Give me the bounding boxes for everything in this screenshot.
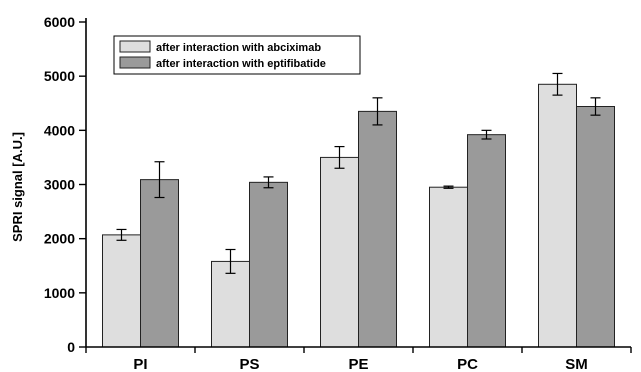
legend: after interaction with abciximab after in… (113, 35, 361, 75)
bar-pc-series-2 (467, 134, 506, 348)
y-axis-title: SPRI signal [A.U.] (10, 132, 25, 242)
legend-swatch-series-2 (119, 56, 151, 69)
bar-sm-series-1 (538, 83, 577, 348)
legend-label-series-2: after interaction with eptifibatide (156, 58, 326, 70)
legend-label-series-1: after interaction with abciximab (156, 42, 321, 54)
legend-swatch-series-1 (119, 40, 151, 53)
y-tick-label-2000: 2000 (44, 231, 75, 247)
x-tick-label-pi: PI (133, 356, 147, 372)
bar-sm-series-2 (576, 106, 615, 348)
bar-pc-series-1 (429, 186, 468, 348)
legend-box (113, 35, 361, 75)
y-tick-label-5000: 5000 (44, 68, 75, 84)
x-tick-label-pe: PE (348, 356, 368, 372)
y-tick-label-4000: 4000 (44, 122, 75, 138)
y-tick-label-3000: 3000 (44, 177, 75, 193)
bar-pi-series-1 (102, 234, 141, 348)
bar-pe-series-2 (358, 110, 397, 348)
y-tick-label-1000: 1000 (44, 285, 75, 301)
x-tick-label-ps: PS (239, 356, 259, 372)
x-tick-label-sm: SM (565, 356, 588, 372)
x-tick-label-pc: PC (457, 356, 478, 372)
bar-pi-series-2 (140, 179, 179, 348)
bar-pe-series-1 (320, 156, 359, 348)
y-tick-label-6000: 6000 (44, 14, 75, 30)
bar-ps-series-1 (211, 260, 250, 348)
bar-ps-series-2 (249, 181, 288, 348)
y-tick-label-0: 0 (67, 339, 75, 355)
